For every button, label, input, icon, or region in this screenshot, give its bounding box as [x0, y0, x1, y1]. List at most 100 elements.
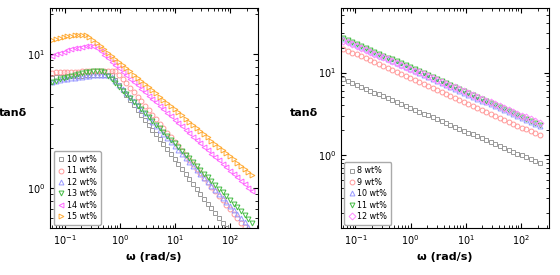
12 wt% — [412, 69, 418, 72]
8 wt% — [421, 112, 427, 115]
9 wt% — [519, 126, 525, 129]
8 wt% — [367, 89, 374, 92]
10 wt% — [412, 69, 418, 73]
11 wt% — [501, 107, 507, 110]
9 wt% — [421, 82, 427, 86]
10 wt% — [469, 95, 476, 98]
9 wt% — [403, 75, 409, 78]
14 wt% — [90, 44, 96, 48]
12 wt% — [127, 96, 133, 99]
10 wt% — [344, 40, 351, 43]
11 wt% — [421, 72, 427, 75]
9 wt% — [362, 57, 369, 60]
12 wt% — [230, 209, 237, 212]
14 wt% — [245, 186, 252, 189]
8 wt% — [412, 108, 418, 111]
11 wt% — [519, 115, 525, 118]
8 wt% — [442, 121, 449, 125]
9 wt% — [407, 76, 414, 80]
10 wt% — [532, 123, 539, 126]
10 wt% — [49, 76, 56, 79]
8 wt% — [344, 79, 351, 83]
Line: 14 wt%: 14 wt% — [50, 43, 255, 194]
12 wt% — [344, 41, 351, 44]
Line: 12 wt%: 12 wt% — [50, 72, 255, 233]
13 wt% — [101, 70, 108, 73]
11 wt% — [492, 103, 498, 106]
9 wt% — [416, 81, 423, 84]
12 wt% — [245, 225, 252, 228]
10 wt% — [456, 89, 463, 92]
12 wt% — [483, 99, 489, 102]
15 wt% — [249, 174, 255, 177]
8 wt% — [353, 83, 360, 87]
11 wt% — [412, 68, 418, 71]
8 wt% — [429, 116, 436, 119]
11 wt% — [344, 38, 351, 42]
10 wt% — [353, 43, 360, 47]
11 wt% — [367, 48, 374, 51]
12 wt% — [376, 54, 382, 57]
12 wt% — [478, 97, 485, 100]
11 wt% — [510, 111, 516, 114]
9 wt% — [469, 104, 476, 108]
11 wt% — [505, 109, 512, 112]
11 wt% — [127, 86, 133, 90]
13 wt% — [127, 97, 133, 100]
14 wt% — [249, 189, 255, 193]
12 wt% — [403, 65, 409, 68]
10 wt% — [523, 119, 530, 122]
12 wt% — [429, 76, 436, 80]
10 wt% — [510, 113, 516, 116]
9 wt% — [501, 118, 507, 121]
12 wt% — [532, 120, 539, 123]
10 wt% — [447, 85, 454, 88]
10 wt% — [362, 47, 369, 51]
8 wt% — [340, 78, 347, 81]
11 wt% — [71, 70, 78, 73]
11 wt% — [385, 56, 391, 59]
X-axis label: ω (rad/s): ω (rad/s) — [127, 252, 182, 262]
12 wt% — [510, 110, 516, 113]
8 wt% — [447, 123, 454, 126]
11 wt% — [398, 62, 405, 65]
9 wt% — [389, 69, 396, 72]
11 wt% — [380, 54, 387, 57]
12 wt% — [371, 52, 378, 55]
10 wt% — [358, 45, 365, 49]
8 wt% — [371, 91, 378, 94]
10 wt% — [536, 125, 543, 128]
11 wt% — [245, 230, 252, 233]
10 wt% — [519, 117, 525, 120]
11 wt% — [376, 52, 382, 55]
8 wt% — [403, 104, 409, 108]
13 wt% — [230, 202, 237, 205]
11 wt% — [429, 76, 436, 79]
11 wt% — [469, 93, 476, 97]
8 wt% — [456, 127, 463, 130]
11 wt% — [86, 70, 93, 73]
11 wt% — [532, 121, 539, 124]
8 wt% — [505, 148, 512, 151]
10 wt% — [230, 236, 237, 240]
8 wt% — [478, 137, 485, 140]
13 wt% — [71, 73, 78, 76]
12 wt% — [523, 116, 530, 119]
8 wt% — [389, 98, 396, 102]
14 wt% — [101, 53, 108, 56]
11 wt% — [97, 69, 104, 73]
15 wt% — [127, 70, 133, 73]
15 wt% — [71, 34, 78, 37]
11 wt% — [424, 74, 431, 77]
8 wt% — [362, 87, 369, 90]
9 wt% — [536, 134, 543, 137]
10 wt% — [424, 75, 431, 78]
Line: 10 wt%: 10 wt% — [341, 37, 542, 129]
12 wt% — [456, 88, 463, 91]
8 wt% — [380, 95, 387, 98]
8 wt% — [514, 152, 521, 155]
12 wt% — [249, 229, 255, 232]
10 wt% — [501, 109, 507, 112]
12 wt% — [442, 82, 449, 85]
9 wt% — [394, 71, 400, 74]
